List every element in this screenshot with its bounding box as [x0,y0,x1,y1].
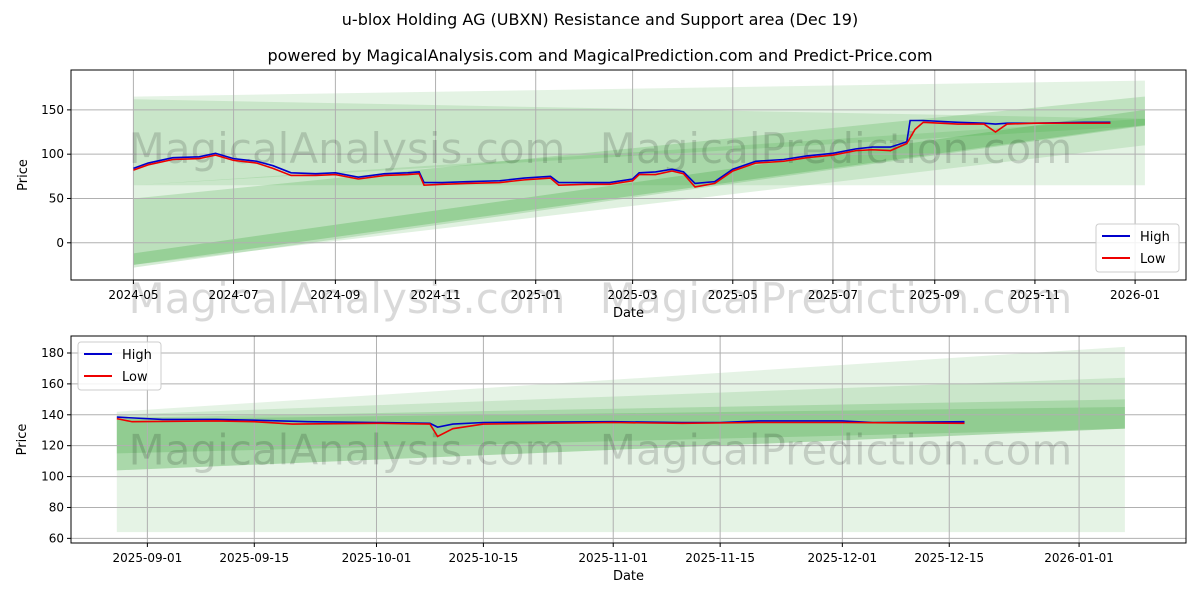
watermark: MagicalAnalysis.com [129,426,566,475]
legend-label-low: Low [1140,252,1166,267]
x-axis-label: Date [613,569,644,584]
y-tick-label: 80 [49,500,64,514]
plot-area [71,336,1186,543]
x-tick-label: 2025-11 [1010,288,1060,302]
x-tick-label: 2025-09 [910,288,960,302]
x-tick-label: 2026-01 [1110,288,1160,302]
x-axis-label: Date [613,306,644,321]
y-tick-label: 0 [56,236,64,250]
legend-label-high: High [1140,230,1170,245]
series-line-high [133,119,1111,185]
y-axis-label: Price [16,159,31,191]
axes-frame [70,69,1187,281]
support-resistance-band [116,377,1125,471]
x-tick-label: 2025-12-15 [914,551,984,565]
y-tick-label: 60 [49,531,64,545]
legend-label-low: Low [122,370,148,385]
support-resistance-band [133,109,1145,265]
series-line-low [116,417,965,438]
watermark: MagicalPrediction.com [600,274,1073,323]
y-tick-label: 180 [41,346,64,360]
watermark: MagicalAnalysis.com [129,274,566,323]
y-tick-label: 100 [41,147,64,161]
x-tick-label: 2024-11 [410,288,460,302]
x-tick-label: 2025-09-01 [112,551,182,565]
chart-subtitle: powered by MagicalAnalysis.com and Magic… [267,46,933,65]
y-tick-label: 140 [41,408,64,422]
series-line-high [116,416,965,428]
y-tick-label: 120 [41,439,64,453]
watermark: MagicalAnalysis.com [129,124,566,173]
x-tick-label: 2025-03 [608,288,658,302]
y-tick-label: 100 [41,470,64,484]
x-tick-label: 2025-10-01 [342,551,412,565]
support-resistance-band [116,346,1125,533]
plot-area [71,70,1186,280]
series-line-low [133,121,1111,188]
support-resistance-band [133,99,1145,186]
y-tick-label: 150 [41,103,64,117]
chart-title: u-blox Holding AG (UBXN) Resistance and … [341,10,859,29]
legend-label-high: High [122,348,152,363]
support-resistance-band [133,96,1145,268]
x-tick-label: 2024-07 [208,288,258,302]
axes-frame [70,335,1187,544]
chart-2: 2025-09-01 2025-09-15 2025-10-01 2025-10-15… [15,335,1187,584]
x-tick-label: 2025-11-15 [685,551,755,565]
support-resistance-band [116,399,1125,471]
x-tick-label: 2025-11-01 [578,551,648,565]
chart-1: 2024-05 2024-07 2024-09 2024-11 2025-01 2025-… [16,69,1187,323]
x-tick-label: 2025-07 [808,288,858,302]
x-tick-label: 2025-12-01 [807,551,877,565]
support-resistance-band [116,407,1125,454]
y-axis-label: Price [15,424,30,456]
y-tick-label: 160 [41,377,64,391]
x-tick-label: 2025-10-15 [449,551,519,565]
x-tick-label: 2026-01-01 [1044,551,1114,565]
x-tick-label: 2025-09-15 [219,551,289,565]
x-tick-label: 2024-09 [310,288,360,302]
support-resistance-band [133,80,1145,186]
support-resistance-band [133,118,1145,265]
watermark: MagicalPrediction.com [600,426,1073,475]
x-tick-label: 2024-05 [108,288,158,302]
x-tick-label: 2025-05 [708,288,758,302]
x-tick-label: 2025-01 [511,288,561,302]
y-tick-label: 50 [49,191,64,205]
watermark: MagicalPrediction.com [600,124,1073,173]
